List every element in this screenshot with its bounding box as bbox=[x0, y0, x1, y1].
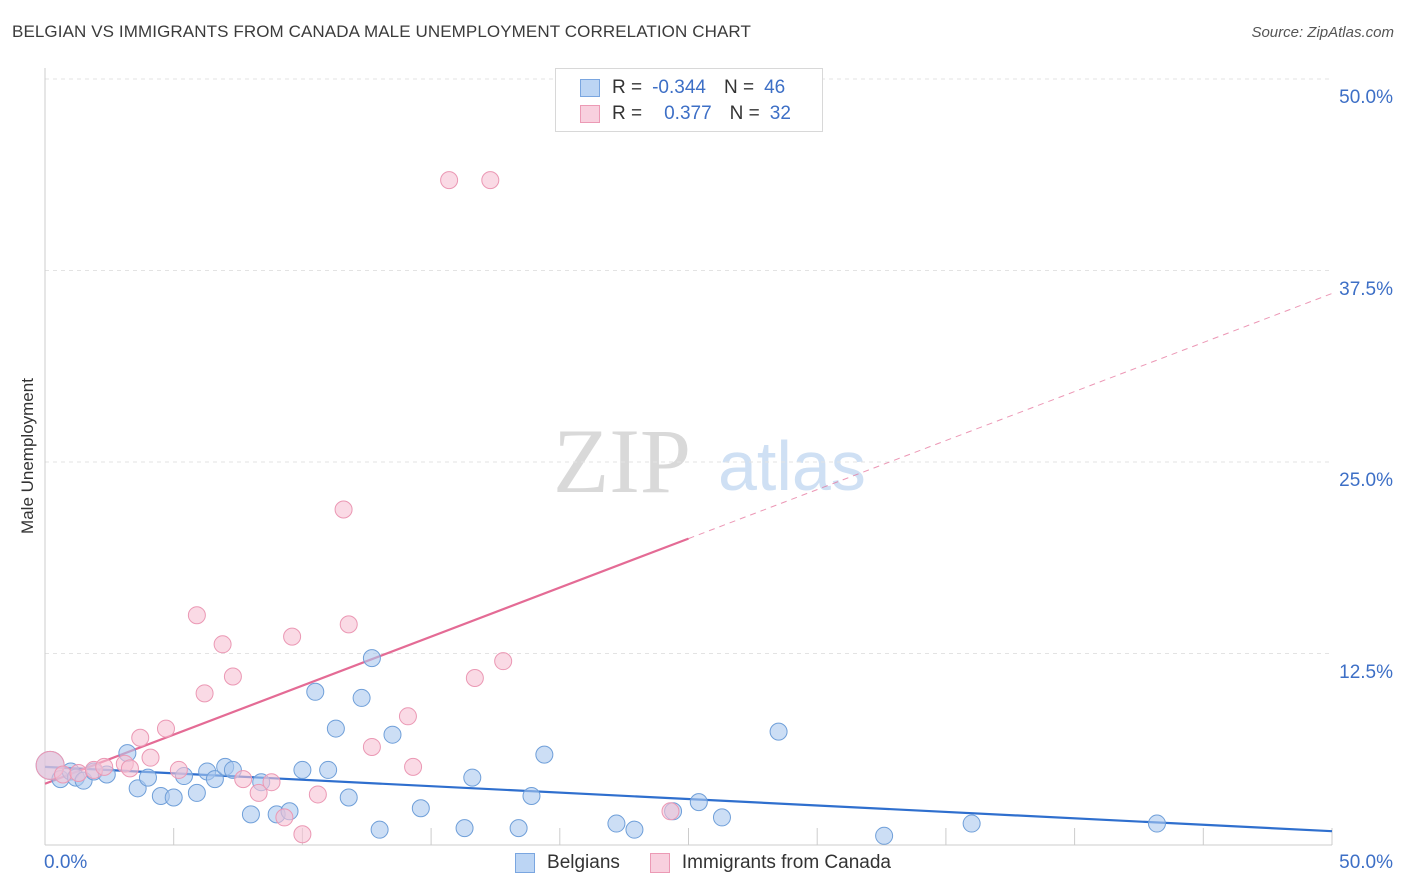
watermark-atlas: atlas bbox=[718, 427, 866, 505]
r-value: 0.377 bbox=[664, 103, 712, 124]
legend-swatch-canada bbox=[580, 105, 600, 123]
canada-point bbox=[141, 748, 160, 767]
belgians-point bbox=[1147, 814, 1166, 833]
belgians-point bbox=[370, 820, 389, 839]
belgians-point bbox=[875, 826, 894, 845]
belgians-point bbox=[522, 786, 541, 805]
canada-point bbox=[120, 759, 139, 778]
belgians-point bbox=[411, 799, 430, 818]
belgians-point bbox=[769, 722, 788, 741]
belgians-point bbox=[625, 820, 644, 839]
belgians-point bbox=[535, 745, 554, 764]
legend-swatch-canada bbox=[649, 853, 670, 873]
x-tick-label: 50.0% bbox=[1339, 852, 1393, 873]
canada-point bbox=[334, 500, 353, 519]
canada-point bbox=[481, 171, 500, 190]
canada-point bbox=[293, 825, 312, 844]
y-tick-label: 12.5% bbox=[1339, 661, 1393, 683]
legend-item-belgians[interactable]: Belgians bbox=[515, 852, 620, 874]
canada-point bbox=[249, 783, 268, 802]
canada-point bbox=[661, 802, 680, 821]
canada-point bbox=[404, 757, 423, 776]
canada-point bbox=[465, 669, 484, 688]
canada-trend-line bbox=[688, 293, 1333, 540]
legend-row-canada: R = 0.377 N = 32 bbox=[580, 102, 791, 126]
y-tick-label: 50.0% bbox=[1339, 87, 1393, 108]
canada-point bbox=[308, 785, 327, 804]
r-label: R = bbox=[612, 103, 643, 124]
watermark: ZIP atlas bbox=[553, 410, 866, 512]
n-label: N = bbox=[723, 77, 755, 98]
belgians-point bbox=[362, 649, 381, 668]
r-value: -0.344 bbox=[652, 77, 706, 98]
canada-point bbox=[362, 737, 381, 756]
belgians-point bbox=[293, 760, 312, 779]
belgians-point bbox=[689, 793, 708, 812]
belgians-point bbox=[241, 805, 260, 824]
y-tick-label: 37.5% bbox=[1339, 278, 1393, 300]
legend-swatch-belgians bbox=[515, 853, 536, 873]
canada-point bbox=[398, 707, 417, 726]
canada-point bbox=[494, 652, 513, 671]
y-tick-label: 25.0% bbox=[1339, 470, 1393, 491]
belgians-point bbox=[509, 819, 528, 838]
canada-point bbox=[54, 765, 73, 784]
canada-point bbox=[440, 171, 459, 190]
x-tick-label: 0.0% bbox=[44, 852, 88, 873]
belgians-point bbox=[319, 760, 338, 779]
belgians-point bbox=[306, 682, 325, 701]
canada-point bbox=[69, 763, 88, 782]
legend-row-belgians: R = -0.344 N = 46 bbox=[580, 76, 785, 100]
belgians-point bbox=[339, 788, 358, 807]
canada-point bbox=[187, 606, 206, 625]
chart-source: Source: ZipAtlas.com bbox=[1251, 24, 1394, 41]
n-label: N = bbox=[729, 103, 760, 124]
belgians-point bbox=[463, 768, 482, 787]
belgians-point bbox=[712, 808, 731, 827]
canada-point bbox=[95, 757, 114, 776]
belgians-point bbox=[326, 719, 345, 738]
series-legend: Belgians Immigrants from Canada bbox=[0, 852, 1406, 874]
canada-point bbox=[275, 808, 294, 827]
legend-item-canada[interactable]: Immigrants from Canada bbox=[649, 852, 891, 874]
watermark-zip: ZIP bbox=[553, 410, 691, 512]
canada-point bbox=[223, 667, 242, 686]
belgians-point bbox=[187, 783, 206, 802]
legend-label-canada: Immigrants from Canada bbox=[681, 852, 891, 873]
correlation-legend: R = -0.344 N = 46 R = 0.377 N = 32 bbox=[555, 68, 823, 132]
canada-point bbox=[234, 770, 253, 789]
n-value: 32 bbox=[769, 103, 791, 124]
canada-point bbox=[213, 635, 232, 654]
chart-title: BELGIAN VS IMMIGRANTS FROM CANADA MALE U… bbox=[12, 22, 751, 41]
belgians-point bbox=[962, 814, 981, 833]
legend-swatch-belgians bbox=[580, 79, 600, 97]
n-value: 46 bbox=[764, 77, 786, 98]
canada-point bbox=[262, 773, 281, 792]
r-label: R = bbox=[612, 77, 643, 98]
legend-label-belgians: Belgians bbox=[547, 852, 620, 873]
canada-point bbox=[169, 760, 188, 779]
belgians-point bbox=[164, 788, 183, 807]
belgians-point bbox=[383, 725, 402, 744]
canada-point bbox=[131, 728, 150, 747]
belgians-point bbox=[455, 819, 474, 838]
belgians-point bbox=[352, 688, 371, 707]
canada-point bbox=[156, 719, 175, 738]
canada-point bbox=[195, 684, 214, 703]
belgians-point bbox=[607, 814, 626, 833]
canada-point bbox=[283, 627, 302, 646]
belgians-point bbox=[138, 768, 157, 787]
belgians-point bbox=[205, 770, 224, 789]
canada-point bbox=[339, 615, 358, 634]
